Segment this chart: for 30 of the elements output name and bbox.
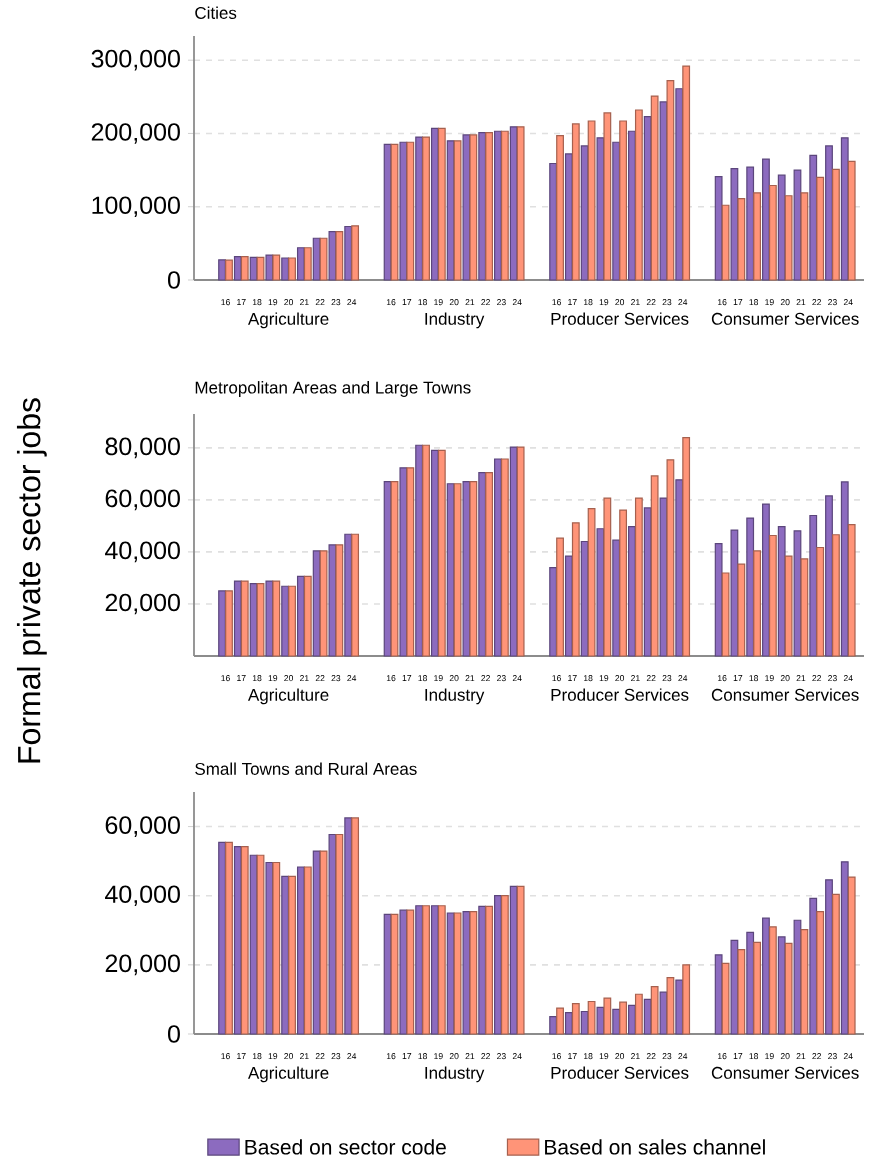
text: Consumer Services bbox=[711, 312, 859, 325]
y-tick-label: 200,000 bbox=[91, 123, 180, 144]
y-tick-label: 300,000 bbox=[91, 49, 180, 71]
text: Producer Services bbox=[551, 312, 689, 325]
y-tick-label: 0 bbox=[168, 1025, 180, 1043]
text: Industry bbox=[425, 1066, 485, 1083]
chart-title: Cities bbox=[195, 6, 237, 19]
text: Agriculture bbox=[247, 688, 329, 705]
y-axis-title: Formal private sector jobs bbox=[16, 398, 47, 763]
chart-title: Small Towns and Rural Areas bbox=[195, 762, 417, 775]
text: Agriculture bbox=[247, 1066, 329, 1083]
y-tick-label: 0 bbox=[168, 271, 180, 289]
y-tick-label: 60,000 bbox=[105, 816, 180, 837]
y-tick-label: 100,000 bbox=[92, 196, 180, 218]
y-tick-label: 20,000 bbox=[105, 593, 180, 615]
text: Consumer Services bbox=[711, 688, 859, 701]
text: Industry bbox=[425, 312, 485, 329]
y-tick-label: 80,000 bbox=[105, 437, 180, 459]
text: Producer Services bbox=[551, 1066, 689, 1079]
legend-label: Based on sales channel bbox=[545, 1139, 765, 1155]
y-tick-label: 40,000 bbox=[105, 885, 180, 907]
y-tick-label: 40,000 bbox=[105, 541, 180, 563]
text: Industry bbox=[425, 688, 485, 705]
text: Consumer Services bbox=[711, 1066, 859, 1079]
y-tick-label: 20,000 bbox=[105, 954, 180, 976]
text: Agriculture bbox=[247, 312, 329, 329]
y-tick-label: 60,000 bbox=[105, 489, 180, 511]
text: Producer Services bbox=[551, 688, 689, 701]
chart-title: Metropolitan Areas and Large Towns bbox=[195, 381, 471, 397]
legend-label: Based on sector code bbox=[245, 1139, 446, 1155]
